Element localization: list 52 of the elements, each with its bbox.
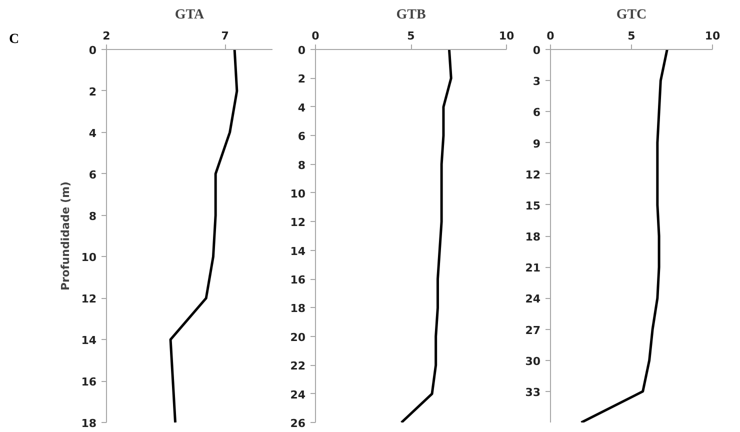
y-tick-label: 12 bbox=[525, 168, 541, 182]
y-tick-label: 10 bbox=[81, 251, 97, 264]
y-tick-label: 30 bbox=[525, 354, 541, 368]
y-tick-label: 14 bbox=[81, 334, 97, 348]
y-tick-label: 27 bbox=[525, 324, 541, 337]
x-tick-label: 7 bbox=[221, 30, 229, 42]
x-tick-label: 2 bbox=[102, 30, 110, 42]
chart-title: GTA bbox=[174, 8, 206, 22]
x-tick-label: 5 bbox=[628, 30, 636, 42]
y-tick-label: 20 bbox=[290, 330, 306, 344]
y-tick-label: 6 bbox=[532, 106, 541, 120]
y-tick-label: 15 bbox=[525, 199, 541, 212]
y-tick-label: 6 bbox=[88, 168, 97, 182]
x-tick-label: 10 bbox=[498, 30, 514, 42]
line-series bbox=[169, 50, 238, 422]
x-tick-label: 10 bbox=[704, 30, 720, 42]
y-tick-label: 10 bbox=[290, 187, 306, 200]
y-tick-label: 16 bbox=[290, 274, 306, 287]
y-tick-label: 16 bbox=[81, 376, 97, 389]
y-tick-label: 2 bbox=[298, 72, 306, 86]
y-tick-label: 8 bbox=[298, 158, 306, 172]
y-tick-label: 12 bbox=[290, 216, 306, 230]
chart-title: GTB bbox=[396, 8, 426, 22]
x-tick-label: 0 bbox=[546, 30, 555, 42]
y-tick-label: 33 bbox=[525, 386, 541, 399]
x-tick-label: 5 bbox=[407, 30, 415, 42]
x-tick-label: 0 bbox=[312, 30, 320, 42]
y-tick-label: 14 bbox=[290, 244, 306, 258]
line-series bbox=[400, 50, 452, 422]
y-tick-label: 18 bbox=[290, 302, 306, 316]
text: C bbox=[9, 31, 20, 49]
y-tick-label: 4 bbox=[88, 126, 97, 140]
y-tick-label: 0 bbox=[88, 44, 97, 57]
y-tick-label: 2 bbox=[88, 85, 96, 98]
y-tick-label: 8 bbox=[88, 210, 96, 223]
y-tick-label: 3 bbox=[532, 75, 540, 88]
y-tick-label: 21 bbox=[525, 262, 541, 275]
y-tick-label: 9 bbox=[532, 137, 540, 150]
y-tick-label: 12 bbox=[81, 292, 97, 306]
y-tick-label: 0 bbox=[298, 44, 306, 57]
y-tick-label: 0 bbox=[532, 44, 541, 57]
y-tick-label: 18 bbox=[525, 230, 541, 244]
y-tick-label: 22 bbox=[290, 360, 306, 373]
y-tick-label: 6 bbox=[298, 130, 306, 144]
y-tick-label: 26 bbox=[290, 417, 306, 430]
y-tick-label: 18 bbox=[81, 417, 97, 430]
y-tick-label: 24 bbox=[525, 292, 541, 306]
y-tick-label: 24 bbox=[290, 388, 306, 402]
chart-title: GTC bbox=[616, 8, 647, 22]
line-series bbox=[580, 50, 668, 422]
y-axis-title: Profundidade (m) bbox=[59, 181, 72, 291]
y-tick-label: 4 bbox=[298, 101, 306, 114]
